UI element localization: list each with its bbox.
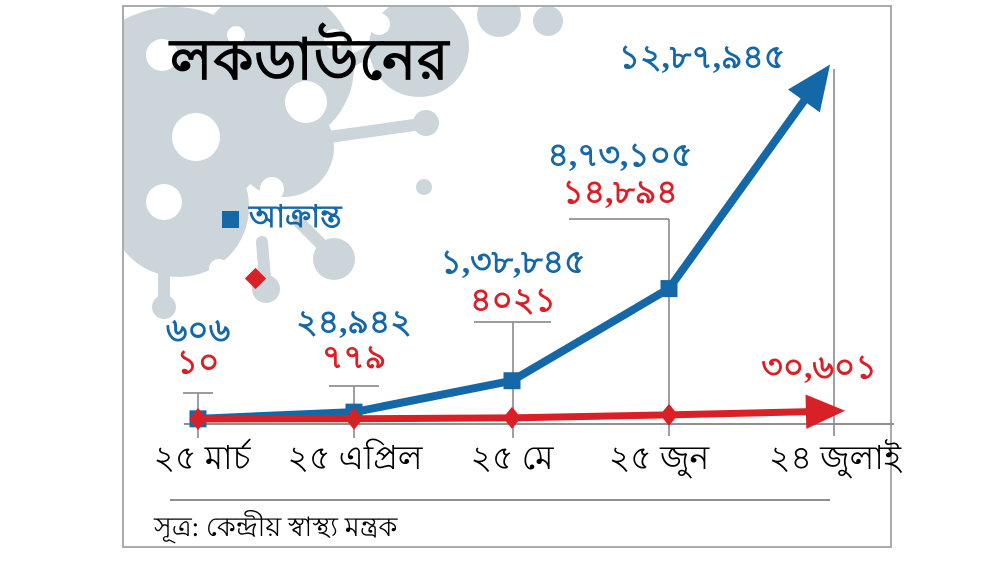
legend-item-infected: আক্রান্ত [222, 193, 341, 245]
source-divider [170, 499, 830, 501]
source-text: সূত্র: কেন্দ্রীয় স্বাস্থ্য মন্ত্রক [154, 512, 398, 542]
chart-frame: লকডাউনের আক্রান্ত ৬০৬ ২৪,৯৪২ ১,৩৮,৮৪৫ ৪,৭৩,… [122, 5, 901, 548]
deaths-marker-2 [503, 406, 521, 429]
infected-line [197, 64, 831, 423]
infected-square-icon [222, 210, 239, 228]
infected-marker-3 [660, 280, 678, 298]
deaths-marker-1 [345, 407, 363, 430]
deaths-marker-3 [660, 403, 678, 426]
legend-label-infected: আক্রান্ত [249, 199, 342, 234]
chart-canvas [183, 64, 894, 438]
page-title: লকডাউনের [170, 29, 450, 92]
infected-marker-2 [503, 372, 521, 390]
legend: আক্রান্ত [222, 193, 341, 290]
deaths-marker-0 [189, 407, 207, 430]
